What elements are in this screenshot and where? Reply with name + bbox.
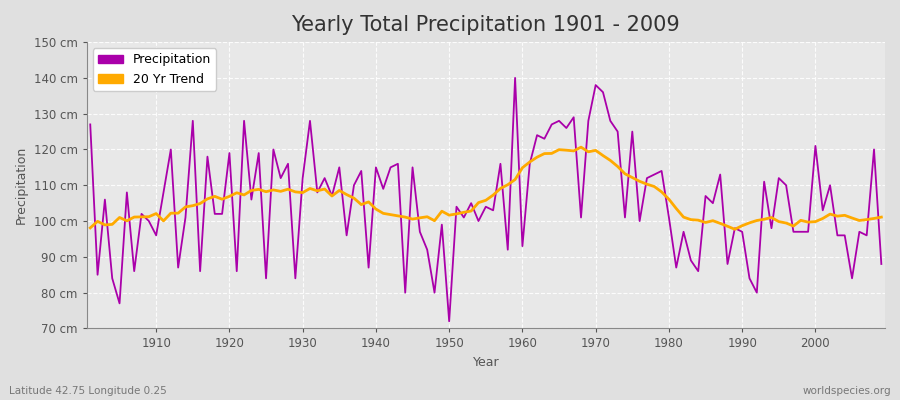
Line: Precipitation: Precipitation <box>90 78 881 321</box>
20 Yr Trend <box>876 215 886 220</box>
20 Yr Trend <box>509 177 520 182</box>
Precipitation <box>85 122 95 127</box>
Text: Latitude 42.75 Longitude 0.25: Latitude 42.75 Longitude 0.25 <box>9 386 166 396</box>
Precipitation <box>143 219 154 224</box>
Precipitation <box>619 215 630 220</box>
Legend: Precipitation, 20 Yr Trend: Precipitation, 20 Yr Trend <box>93 48 216 91</box>
Title: Yearly Total Precipitation 1901 - 2009: Yearly Total Precipitation 1901 - 2009 <box>292 15 680 35</box>
Precipitation <box>509 76 520 80</box>
Y-axis label: Precipitation: Precipitation <box>15 146 28 224</box>
20 Yr Trend <box>517 165 527 170</box>
20 Yr Trend <box>85 226 95 230</box>
20 Yr Trend <box>348 196 359 200</box>
20 Yr Trend <box>576 145 587 150</box>
Precipitation <box>444 319 454 324</box>
Precipitation <box>304 118 315 123</box>
20 Yr Trend <box>612 164 623 169</box>
Line: 20 Yr Trend: 20 Yr Trend <box>90 147 881 229</box>
20 Yr Trend <box>143 214 154 219</box>
Precipitation <box>876 262 886 266</box>
Precipitation <box>532 133 543 138</box>
20 Yr Trend <box>304 186 315 191</box>
Text: worldspecies.org: worldspecies.org <box>803 386 891 396</box>
20 Yr Trend <box>729 227 740 232</box>
Precipitation <box>348 183 359 188</box>
Precipitation <box>525 161 535 166</box>
X-axis label: Year: Year <box>472 356 500 369</box>
